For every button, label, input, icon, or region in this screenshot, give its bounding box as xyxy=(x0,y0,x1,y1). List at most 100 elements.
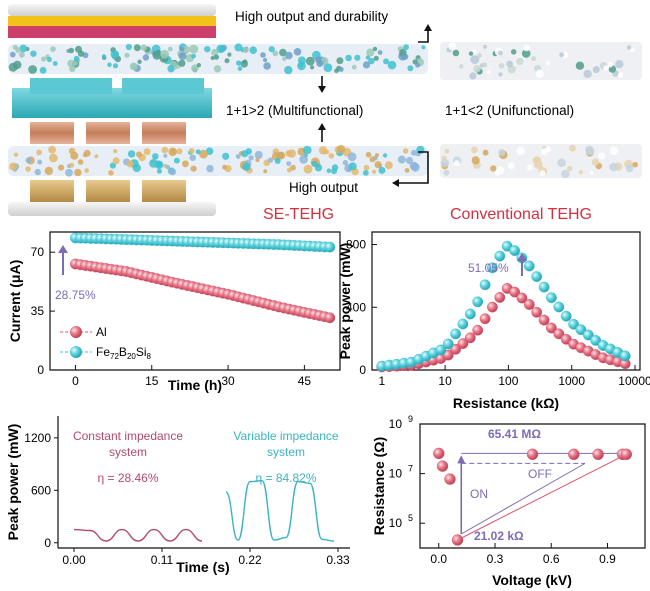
data-point-fe xyxy=(479,279,491,291)
particle xyxy=(421,45,426,50)
particle xyxy=(561,169,570,179)
x-axis-label: Resistance (kΩ) xyxy=(453,395,559,411)
particle xyxy=(546,61,550,66)
particle xyxy=(285,51,293,60)
particle xyxy=(127,150,136,158)
particle xyxy=(263,57,268,63)
x-tick-label: 0.9 xyxy=(599,552,616,566)
label-multifunctional: 1+1>2 (Multifunctional) xyxy=(226,103,363,118)
x-tick-label: 0.3 xyxy=(487,552,504,566)
data-marks xyxy=(376,240,631,373)
particle xyxy=(469,72,477,80)
particle xyxy=(190,165,197,172)
x-tick-label: 0.22 xyxy=(238,553,262,567)
particle xyxy=(507,65,516,74)
data-point-fe xyxy=(472,296,484,308)
particle xyxy=(196,62,201,68)
particle xyxy=(443,169,450,176)
particle xyxy=(218,45,226,53)
particle xyxy=(129,62,138,71)
lower-particles xyxy=(9,144,425,177)
particle xyxy=(176,148,183,155)
particle xyxy=(310,65,315,70)
legend-al-marker xyxy=(70,326,82,338)
chart-resistance-vs-voltage: 0.0 0.3 0.6 0.9 10 5 10 7 10 9 Voltage (kV) Resis… xyxy=(371,414,646,588)
particle xyxy=(609,162,618,172)
particle xyxy=(372,46,378,52)
particle xyxy=(13,152,19,157)
particle xyxy=(125,43,132,51)
y-tick-exponent: 9 xyxy=(408,414,413,424)
particle xyxy=(382,153,388,158)
particle xyxy=(473,64,481,73)
legend-fe-sub-2: 20 xyxy=(127,352,136,361)
data-point-fe xyxy=(450,328,461,340)
data-point-al xyxy=(553,328,565,340)
y-tick-label: 10 xyxy=(389,417,403,431)
y-tick-label: 70 xyxy=(31,245,45,259)
series-line-constant xyxy=(73,528,203,542)
annotation-variable-system: system xyxy=(267,445,305,459)
particle xyxy=(69,65,76,73)
particle xyxy=(334,68,339,74)
data-point-al xyxy=(509,286,520,298)
particle xyxy=(37,159,43,165)
data-marks xyxy=(73,479,335,542)
particle xyxy=(19,44,28,53)
particle xyxy=(372,169,377,174)
particle xyxy=(142,54,150,61)
particle xyxy=(204,46,211,53)
particle xyxy=(497,50,503,56)
particle xyxy=(242,162,251,172)
x-tick-label: 0.11 xyxy=(151,553,174,567)
particle xyxy=(155,160,163,168)
particle xyxy=(607,61,613,68)
y-tick-label: 400 xyxy=(346,300,366,314)
particle xyxy=(407,65,414,72)
legend-fe-label: Fe72B20Si8 xyxy=(96,345,152,361)
plot-frame xyxy=(371,231,641,371)
arrow-down-head xyxy=(318,86,326,93)
particle xyxy=(277,151,286,160)
particle xyxy=(46,56,52,63)
particle xyxy=(286,161,292,167)
particle xyxy=(286,167,292,173)
particle xyxy=(168,147,177,157)
label-low-resistance: 21.02 kΩ xyxy=(474,529,524,543)
particle xyxy=(411,162,420,172)
particle xyxy=(188,148,195,154)
axis-ticks: 1 10 100 1000 10000 0 400 800 xyxy=(346,238,650,388)
legend-fe-el-2: B xyxy=(119,345,127,359)
particle xyxy=(44,166,53,176)
particle xyxy=(508,162,515,170)
series-line-variable xyxy=(225,479,335,542)
particle xyxy=(112,63,119,69)
particle xyxy=(245,148,252,155)
particle xyxy=(578,170,584,175)
particle xyxy=(189,44,199,54)
particle xyxy=(585,146,595,156)
particle xyxy=(378,166,386,174)
particle xyxy=(368,57,375,65)
particle xyxy=(237,66,243,71)
increase-arrow-head xyxy=(58,245,68,253)
arrow-bottom-connector xyxy=(396,151,429,184)
particle xyxy=(279,48,287,57)
particle xyxy=(468,51,474,56)
data-point-fe xyxy=(435,344,447,356)
particle xyxy=(191,53,197,59)
data-point-al xyxy=(531,306,543,318)
particle xyxy=(113,149,118,154)
particle xyxy=(242,47,249,53)
data-marks xyxy=(433,447,632,546)
particle xyxy=(28,65,37,74)
particle xyxy=(133,44,141,52)
gold-block-left xyxy=(30,180,74,202)
particle xyxy=(178,52,187,61)
particle xyxy=(136,151,142,158)
plot-frame xyxy=(419,423,646,549)
legend-fe-marker xyxy=(70,346,82,358)
particle xyxy=(70,151,79,160)
particle xyxy=(336,57,344,65)
particle xyxy=(108,170,114,175)
